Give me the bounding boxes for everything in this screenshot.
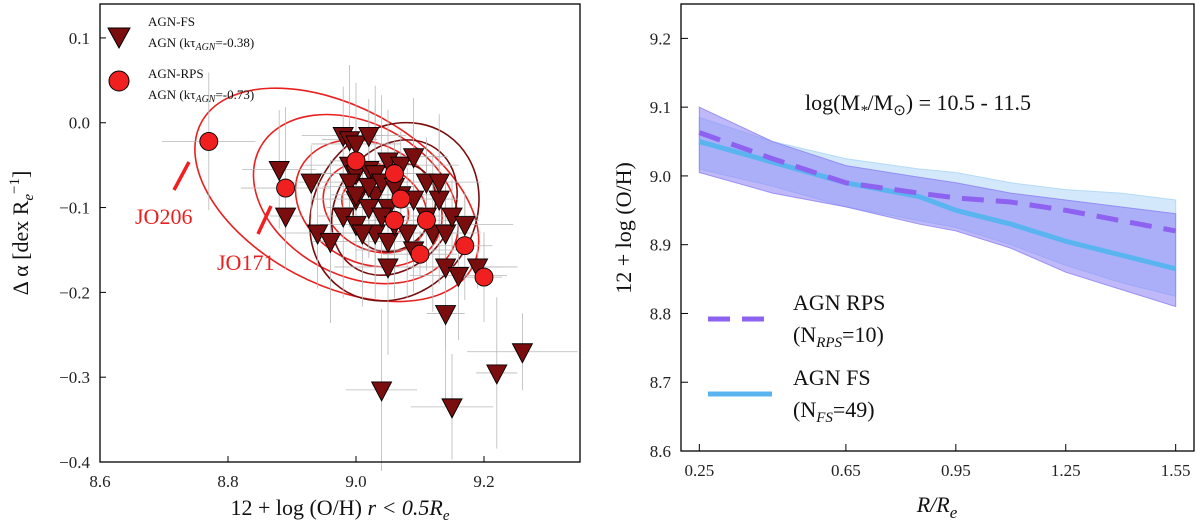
legend-fs-label: AGN FS [793,365,871,390]
fs-point [319,233,342,254]
annotation-jo206: JO206 [135,204,192,229]
fs-point [300,173,322,195]
rps-point [474,267,494,287]
rps-band [698,106,1177,308]
legend-rps-detail: AGN (kτAGN=-0.73) [148,87,254,105]
rps-point [410,244,430,264]
data-points [199,127,534,419]
fs-point [454,216,476,237]
annotation-line-jo171 [256,205,273,235]
left-y-tick-label: −0.2 [59,283,90,302]
fs-point [338,173,361,195]
left-x-tick-label: 8.6 [89,472,110,491]
fs-point [377,233,399,254]
fs-point [345,135,367,156]
right-x-tick-label: 1.55 [1161,461,1191,480]
left-plot-frame [99,3,581,463]
rps-point [391,189,411,209]
fs-point [428,173,450,195]
legend-fs-name: AGN-FS [148,14,195,29]
left-y-tick-label: −0.4 [59,453,90,472]
left-y-tick-label: −0.3 [59,368,90,387]
fs-point [377,258,399,279]
rps-point [276,178,296,198]
annotation-jo171: JO171 [217,250,274,275]
right-title: log(M*/M⊙) = 10.5 - 11.5 [805,90,1031,119]
left-y-axis-label: Δ α [dex Re−1] [7,171,37,296]
left-y-tick-label: 0.1 [69,29,90,48]
fs-point [268,160,290,182]
fs-point [358,177,380,199]
rps-point [384,164,404,184]
rps-point [199,131,219,151]
rps-point [416,210,436,230]
fs-point [447,266,470,288]
left-legend: AGN-FS AGN (kτAGN=-0.38) AGN-RPS AGN (kτ… [107,14,254,105]
left-x-tick-label: 9.0 [345,472,366,491]
right-y-tick-label: 8.9 [650,236,671,255]
right-y-tick-label: 9.0 [650,167,671,186]
right-y-tick-label: 9.2 [650,29,671,48]
fs-point [402,148,425,169]
right-plot-frame [680,3,1195,452]
right-panel: 0.25 0.65 0.95 1.25 1.55 8.6 8.7 8.8 8.9 9.0 9.1 9.… [611,3,1195,522]
right-y-tick-label: 9.1 [650,98,671,117]
fs-point [370,381,393,402]
fs-contour [308,121,480,302]
legend-fs-count: (NFS=49) [793,397,875,426]
annotation-line-jo206 [172,161,191,191]
right-x-axis-label: R/Re [916,492,958,522]
rps-point [346,151,366,171]
left-x-axis-label: 12 + log (O/H) r < 0.5Re [230,495,449,524]
right-y-tick-label: 8.8 [650,304,671,323]
fs-point [441,398,463,419]
right-y-tick-label: 8.6 [650,442,671,461]
right-x-tick-label: 0.25 [684,461,714,480]
fs-point [434,224,457,245]
left-x-tick-label: 9.2 [473,472,494,491]
legend-marker-rps [108,70,130,92]
left-y-tick-label: −0.1 [59,199,90,218]
right-y-tick-label: 8.7 [650,373,672,392]
legend-rps-count: (NRPS=10) [793,322,884,351]
right-x-tick-label: 0.95 [941,461,971,480]
rps-line [698,130,1177,234]
legend-rps-label: AGN RPS [793,290,885,315]
left-y-tick-label: 0.0 [69,114,90,133]
right-legend: AGN RPS (NRPS=10) AGN FS (NFS=49) [708,290,885,426]
right-axis-ticks: 0.25 0.65 0.95 1.25 1.55 8.6 8.7 8.8 8.9 9.0 9.1 9.… [650,29,1191,480]
rps-point [384,210,404,230]
left-axis-ticks: 8.6 8.8 9.0 9.2 −0.4 −0.3 −0.2 −0.1 0.0 0.1 [59,29,494,491]
legend-rps-name: AGN-RPS [148,66,204,81]
fs-point [358,127,380,148]
fs-point [486,364,508,385]
right-y-axis-label: 12 + log (O/H) [611,162,636,294]
left-x-tick-label: 8.8 [217,472,238,491]
confidence-bands [698,106,1177,308]
right-x-tick-label: 1.25 [1051,461,1081,480]
profile-lines [698,130,1177,272]
left-panel: 8.6 8.8 9.0 9.2 −0.4 −0.3 −0.2 −0.1 0.0 0.1 AGN-F… [7,3,581,524]
fs-point [396,224,418,245]
fs-point [345,186,367,207]
fs-point [274,207,297,229]
fs-point [511,343,534,364]
legend-marker-fs [107,27,131,50]
fs-point [434,305,457,326]
legend-fs-detail: AGN (kτAGN=-0.38) [148,35,254,53]
rps-point [455,236,475,256]
fs-point [351,224,374,245]
right-x-tick-label: 0.65 [831,461,861,480]
